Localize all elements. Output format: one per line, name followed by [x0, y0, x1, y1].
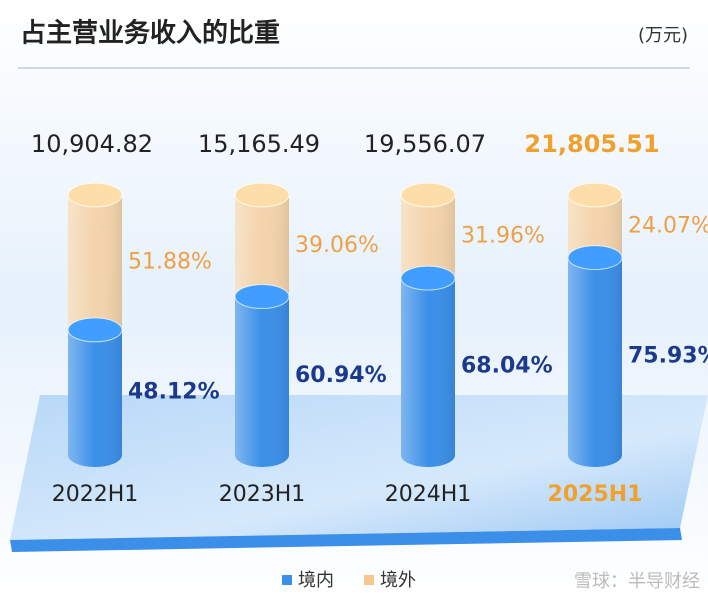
legend-label: 境外 — [380, 570, 416, 591]
cylinder-cap — [234, 284, 290, 310]
cylinder-shade — [401, 195, 455, 291]
x-tick-label: 2025H1 — [548, 482, 643, 507]
cylinder-cap — [567, 182, 623, 208]
platform-edge — [10, 528, 682, 552]
cylinder-shade — [568, 257, 622, 467]
value-label: 39.06% — [295, 233, 379, 258]
value-label: 31.96% — [461, 224, 545, 249]
cylinder-shade — [401, 278, 455, 467]
legend-swatch — [282, 575, 292, 585]
platform — [10, 395, 708, 540]
value-label: 68.04% — [461, 354, 553, 379]
cylinder-shade — [68, 329, 122, 467]
legend-label: 境内 — [298, 570, 334, 591]
total-label: 15,165.49 — [198, 130, 320, 158]
cylinder-shade — [235, 296, 289, 467]
watermark: 雪球：半导财经 — [574, 571, 700, 592]
legend-swatch — [364, 575, 374, 585]
total-label: 19,556.07 — [364, 130, 486, 158]
x-tick-label: 2022H1 — [52, 482, 139, 507]
value-label: 51.88% — [128, 249, 212, 274]
value-label: 60.94% — [295, 363, 387, 388]
cylinder-cap — [567, 245, 623, 271]
cylinder-shade — [235, 195, 289, 309]
total-label: 21,805.51 — [524, 130, 659, 158]
value-label: 24.07% — [628, 213, 708, 238]
value-label: 75.93% — [628, 343, 708, 368]
unit-label: (万元) — [638, 25, 688, 46]
x-tick-label: 2024H1 — [385, 482, 472, 507]
cylinder-cap — [400, 265, 456, 291]
x-tick-label: 2023H1 — [219, 482, 306, 507]
cylinder-cap — [234, 182, 290, 208]
cylinder-shade — [68, 195, 122, 342]
value-label: 48.12% — [128, 379, 220, 404]
cylinder-cap — [67, 317, 123, 343]
total-label: 10,904.82 — [31, 130, 153, 158]
cylinder-cap — [67, 182, 123, 208]
chart-title: 占主营业务收入的比重 — [20, 18, 280, 49]
cylinder-cap — [400, 182, 456, 208]
